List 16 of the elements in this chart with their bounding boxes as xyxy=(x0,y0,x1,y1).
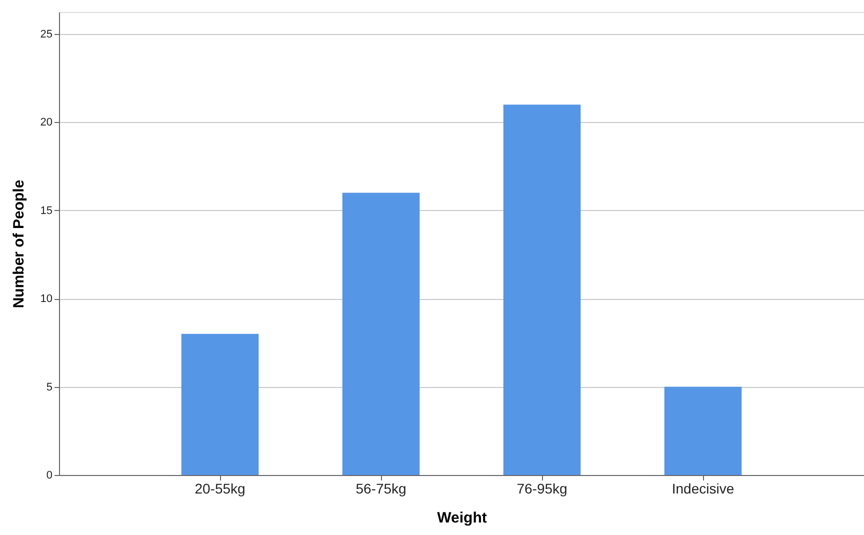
y-tick-label: 20 xyxy=(40,116,52,129)
x-axis-title: Weight xyxy=(437,510,487,526)
bar xyxy=(664,386,742,475)
x-tick-label: 56-75kg xyxy=(356,480,406,496)
x-tick-label: Indecisive xyxy=(672,480,734,496)
y-tick-label: 10 xyxy=(40,293,52,306)
y-tick-label: 0 xyxy=(46,470,52,482)
y-tick-label: 25 xyxy=(40,28,52,41)
y-tick-label: 5 xyxy=(46,381,52,394)
bar xyxy=(342,192,420,475)
y-axis-title: Number of People xyxy=(10,180,28,308)
bar xyxy=(503,104,581,475)
bar xyxy=(181,334,259,475)
y-tick-label: 15 xyxy=(40,204,52,217)
x-tick-label: 76-95kg xyxy=(516,480,568,496)
x-tick-label: 20-55kg xyxy=(194,480,246,496)
